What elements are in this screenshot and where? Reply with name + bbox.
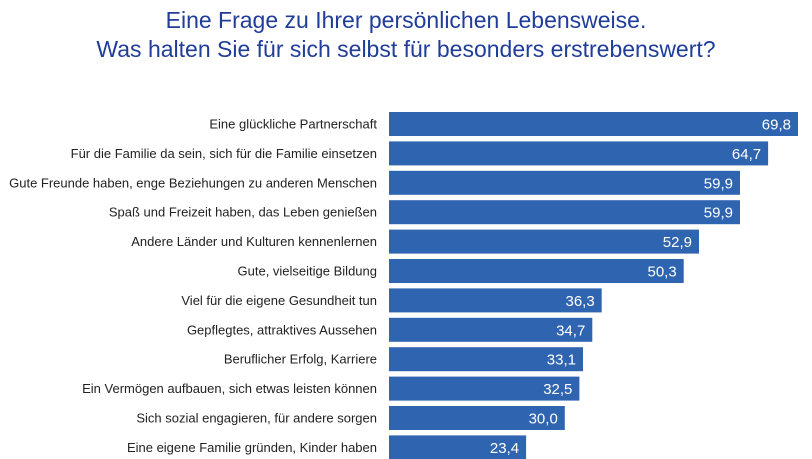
value-label: 59,9 (704, 205, 733, 222)
value-label: 34,7 (556, 322, 585, 339)
category-label: Gepflegtes, attraktives Aussehen (187, 322, 377, 337)
chart-title-line-1: Eine Frage zu Ihrer persönlichen Lebensw… (165, 7, 647, 33)
bar-row: Gute, vielseitige Bildung 50,3 (238, 259, 684, 283)
category-label: Beruflicher Erfolg, Karriere (224, 352, 377, 367)
category-label: Spaß und Freizeit haben, das Leben genie… (109, 205, 377, 220)
bar-row: Sich sozial engagieren, für andere sorge… (136, 406, 565, 430)
bar (389, 170, 740, 195)
bar-row: Gute Freunde haben, enge Beziehungen zu … (9, 170, 740, 195)
category-label: Gute Freunde haben, enge Beziehungen zu … (9, 175, 377, 190)
bar-row: Beruflicher Erfolg, Karriere 33,1 (224, 347, 583, 372)
bar (389, 112, 798, 136)
bar (389, 229, 699, 254)
bar-row: Spaß und Freizeit haben, das Leben genie… (109, 200, 740, 225)
bar (389, 376, 580, 401)
bar (389, 200, 740, 225)
category-label: Gute, vielseitige Bildung (238, 264, 377, 279)
bar (389, 288, 602, 313)
value-label: 32,5 (543, 381, 572, 398)
value-label: 33,1 (547, 352, 576, 369)
value-label: 30,0 (529, 411, 558, 428)
bar (389, 259, 684, 283)
bar (389, 435, 527, 459)
bar (389, 317, 593, 342)
category-label: Andere Länder und Kulturen kennenlernen (131, 234, 377, 249)
chart-title: Eine Frage zu Ihrer persönlichen Lebensw… (0, 6, 812, 64)
bar-row: Für die Familie da sein, sich für die Fa… (71, 141, 769, 166)
value-label: 59,9 (704, 175, 733, 192)
bar (389, 347, 583, 372)
bar (389, 406, 565, 430)
category-label: Viel für die eigene Gesundheit tun (181, 293, 377, 308)
chart-title-line-2: Was halten Sie für sich selbst für beson… (96, 36, 716, 62)
value-label: 23,4 (490, 440, 519, 457)
value-label: 50,3 (647, 264, 676, 281)
bar (389, 141, 769, 166)
value-label: 64,7 (732, 146, 761, 163)
category-label: Eine eigene Familie gründen, Kinder habe… (127, 440, 377, 455)
category-label: Sich sozial engagieren, für andere sorge… (136, 411, 377, 426)
bar-row: Gepflegtes, attraktives Aussehen 34,7 (187, 317, 593, 342)
value-label: 36,3 (565, 293, 594, 310)
category-label: Ein Vermögen aufbauen, sich etwas leiste… (82, 381, 377, 396)
value-label: 69,8 (762, 117, 791, 134)
bar-row: Viel für die eigene Gesundheit tun 36,3 (181, 288, 602, 313)
bar-row: Ein Vermögen aufbauen, sich etwas leiste… (82, 376, 580, 401)
category-label: Eine glückliche Partnerschaft (209, 117, 377, 132)
category-label: Für die Familie da sein, sich für die Fa… (71, 146, 377, 161)
bar-row: Eine eigene Familie gründen, Kinder habe… (127, 435, 527, 459)
bar-row: Andere Länder und Kulturen kennenlernen 5… (131, 229, 699, 254)
bar-row: Eine glückliche Partnerschaft 69,8 (209, 112, 798, 136)
value-label: 52,9 (663, 234, 692, 251)
